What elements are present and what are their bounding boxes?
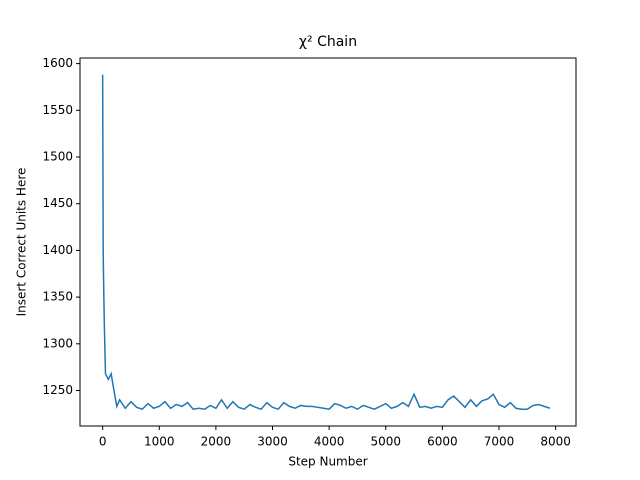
chart-title: χ² Chain [299,34,357,50]
plot-frame [79,57,577,427]
x-tick-label: 0 [99,435,107,449]
x-tick-label: 6000 [427,435,458,449]
y-tick-label: 1450 [42,196,73,210]
y-tick-label: 1500 [42,150,73,164]
y-tick-label: 1350 [42,290,73,304]
y-tick-label: 1550 [42,103,73,117]
y-tick-label: 1300 [42,336,73,350]
x-tick-label: 4000 [314,435,345,449]
x-tick-label: 2000 [201,435,232,449]
y-axis-label: Insert Correct Units Here [15,168,29,317]
y-tick-label: 1250 [42,383,73,397]
x-tick-label: 7000 [484,435,515,449]
x-tick-label: 3000 [257,435,288,449]
x-axis-label: Step Number [288,455,367,469]
y-tick-label: 1400 [42,243,73,257]
data-line [101,74,551,411]
x-tick-label: 8000 [540,435,571,449]
y-tick-label: 1600 [42,56,73,70]
x-tick-label: 5000 [370,435,401,449]
x-tick-label: 1000 [144,435,175,449]
